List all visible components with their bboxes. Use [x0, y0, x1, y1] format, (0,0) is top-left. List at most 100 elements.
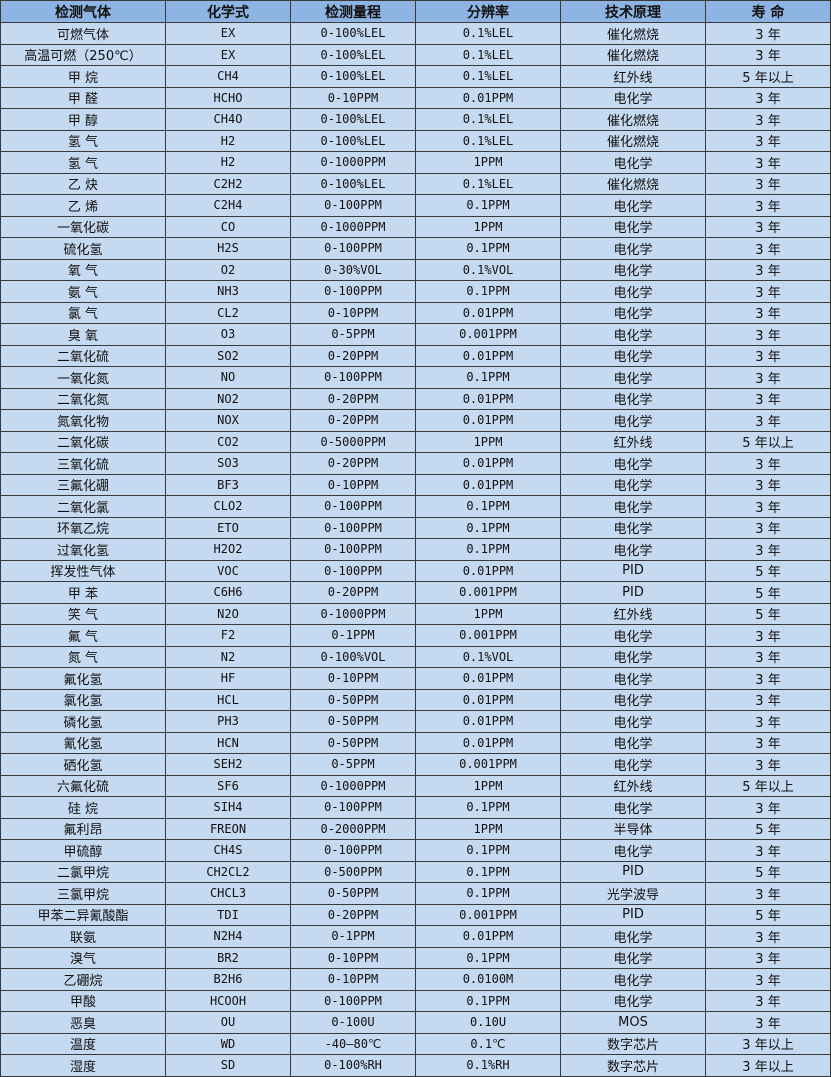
- cell-gas-name: 乙 烯: [0, 194, 166, 217]
- cell-lifetime: 3 年: [705, 882, 831, 905]
- cell-principle: 电化学: [560, 387, 706, 410]
- cell-lifetime: 3 年: [705, 409, 831, 432]
- cell-gas-name: 环氧乙烷: [0, 516, 166, 539]
- cell-resolution: 0.001PPM: [415, 753, 561, 776]
- cell-formula: BF3: [165, 473, 291, 496]
- table-row: 氟化氢 HF 0-10PPM 0.01PPM 电化学 3 年: [0, 667, 831, 690]
- cell-lifetime: 3 年: [705, 86, 831, 109]
- cell-principle: 电化学: [560, 344, 706, 367]
- cell-resolution: 0.01PPM: [415, 731, 561, 754]
- cell-lifetime: 5 年: [705, 817, 831, 840]
- cell-gas-name: 氯 气: [0, 301, 166, 324]
- cell-formula: SO2: [165, 344, 291, 367]
- table-row: 甲 醛 HCHO 0-10PPM 0.01PPM 电化学 3 年: [0, 86, 831, 109]
- cell-lifetime: 3 年: [705, 452, 831, 475]
- header-gas-name: 检测气体: [0, 0, 166, 23]
- cell-gas-name: 二氯甲烷: [0, 860, 166, 883]
- table-row: 乙 炔 C2H2 0-100%LEL 0.1%LEL 催化燃烧 3 年: [0, 172, 831, 195]
- table-row: 氨 气 NH3 0-100PPM 0.1PPM 电化学 3 年: [0, 280, 831, 303]
- cell-gas-name: 三氧化硫: [0, 452, 166, 475]
- cell-principle: 半导体: [560, 817, 706, 840]
- cell-gas-name: 氢 气: [0, 151, 166, 174]
- cell-resolution: 0.1PPM: [415, 194, 561, 217]
- cell-resolution: 0.1PPM: [415, 280, 561, 303]
- cell-formula: NH3: [165, 280, 291, 303]
- cell-resolution: 0.1%LEL: [415, 22, 561, 45]
- cell-principle: 电化学: [560, 215, 706, 238]
- table-row: 二氧化氮 NO2 0-20PPM 0.01PPM 电化学 3 年: [0, 387, 831, 410]
- cell-principle: 电化学: [560, 968, 706, 991]
- table-row: 一氧化碳 CO 0-1000PPM 1PPM 电化学 3 年: [0, 215, 831, 238]
- header-lifetime: 寿 命: [705, 0, 831, 23]
- cell-resolution: 0.1PPM: [415, 237, 561, 260]
- table-row: 环氧乙烷 ETO 0-100PPM 0.1PPM 电化学 3 年: [0, 516, 831, 539]
- cell-formula: N2H4: [165, 925, 291, 948]
- cell-gas-name: 恶臭: [0, 1011, 166, 1034]
- cell-gas-name: 三氯甲烷: [0, 882, 166, 905]
- cell-gas-name: 甲 醇: [0, 108, 166, 131]
- table-row: 氢 气 H2 0-1000PPM 1PPM 电化学 3 年: [0, 151, 831, 174]
- cell-lifetime: 5 年以上: [705, 774, 831, 797]
- cell-resolution: 0.01PPM: [415, 925, 561, 948]
- cell-formula: BR2: [165, 946, 291, 969]
- table-row: 笑 气 N2O 0-1000PPM 1PPM 红外线 5 年: [0, 602, 831, 625]
- cell-principle: 催化燃烧: [560, 129, 706, 152]
- cell-range: 0-10PPM: [290, 968, 416, 991]
- cell-resolution: 0.1PPM: [415, 860, 561, 883]
- cell-resolution: 0.01PPM: [415, 710, 561, 733]
- cell-gas-name: 笑 气: [0, 602, 166, 625]
- cell-gas-name: 硫化氢: [0, 237, 166, 260]
- cell-lifetime: 3 年: [705, 1011, 831, 1034]
- cell-resolution: 0.1%RH: [415, 1054, 561, 1077]
- header-principle: 技术原理: [560, 0, 706, 23]
- cell-range: 0-50PPM: [290, 882, 416, 905]
- cell-lifetime: 3 年: [705, 667, 831, 690]
- cell-principle: 电化学: [560, 237, 706, 260]
- cell-lifetime: 3 年: [705, 688, 831, 711]
- cell-gas-name: 溴气: [0, 946, 166, 969]
- cell-resolution: 0.1PPM: [415, 946, 561, 969]
- cell-lifetime: 3 年: [705, 989, 831, 1012]
- cell-lifetime: 3 年: [705, 925, 831, 948]
- cell-range: 0-100%LEL: [290, 22, 416, 45]
- cell-principle: 催化燃烧: [560, 108, 706, 131]
- cell-formula: H2: [165, 129, 291, 152]
- cell-resolution: 1PPM: [415, 602, 561, 625]
- cell-formula: CL2: [165, 301, 291, 324]
- cell-principle: 数字芯片: [560, 1032, 706, 1055]
- cell-principle: 电化学: [560, 473, 706, 496]
- cell-resolution: 1PPM: [415, 774, 561, 797]
- cell-gas-name: 二氧化氮: [0, 387, 166, 410]
- cell-lifetime: 3 年: [705, 538, 831, 561]
- cell-gas-name: 六氟化硫: [0, 774, 166, 797]
- cell-gas-name: 氢 气: [0, 129, 166, 152]
- cell-principle: 电化学: [560, 323, 706, 346]
- cell-resolution: 0.1PPM: [415, 495, 561, 518]
- cell-range: 0-20PPM: [290, 452, 416, 475]
- cell-principle: PID: [560, 860, 706, 883]
- table-row: 三氟化硼 BF3 0-10PPM 0.01PPM 电化学 3 年: [0, 473, 831, 496]
- cell-range: 0-1000PPM: [290, 774, 416, 797]
- cell-range: 0-100PPM: [290, 194, 416, 217]
- cell-principle: 电化学: [560, 258, 706, 281]
- cell-range: 0-100PPM: [290, 559, 416, 582]
- cell-formula: CHCL3: [165, 882, 291, 905]
- cell-range: 0-20PPM: [290, 344, 416, 367]
- cell-lifetime: 3 年: [705, 624, 831, 647]
- cell-range: 0-20PPM: [290, 387, 416, 410]
- cell-range: 0-10PPM: [290, 301, 416, 324]
- cell-gas-name: 硅 烷: [0, 796, 166, 819]
- cell-range: 0-50PPM: [290, 710, 416, 733]
- cell-lifetime: 3 年: [705, 43, 831, 66]
- cell-range: 0-1PPM: [290, 925, 416, 948]
- cell-lifetime: 3 年: [705, 710, 831, 733]
- cell-formula: OU: [165, 1011, 291, 1034]
- table-row: 三氯甲烷 CHCL3 0-50PPM 0.1PPM 光学波导 3 年: [0, 882, 831, 905]
- cell-formula: HCHO: [165, 86, 291, 109]
- cell-resolution: 0.1%LEL: [415, 172, 561, 195]
- cell-gas-name: 氮氧化物: [0, 409, 166, 432]
- cell-principle: 电化学: [560, 624, 706, 647]
- cell-principle: 电化学: [560, 946, 706, 969]
- cell-principle: 红外线: [560, 65, 706, 88]
- cell-resolution: 0.01PPM: [415, 473, 561, 496]
